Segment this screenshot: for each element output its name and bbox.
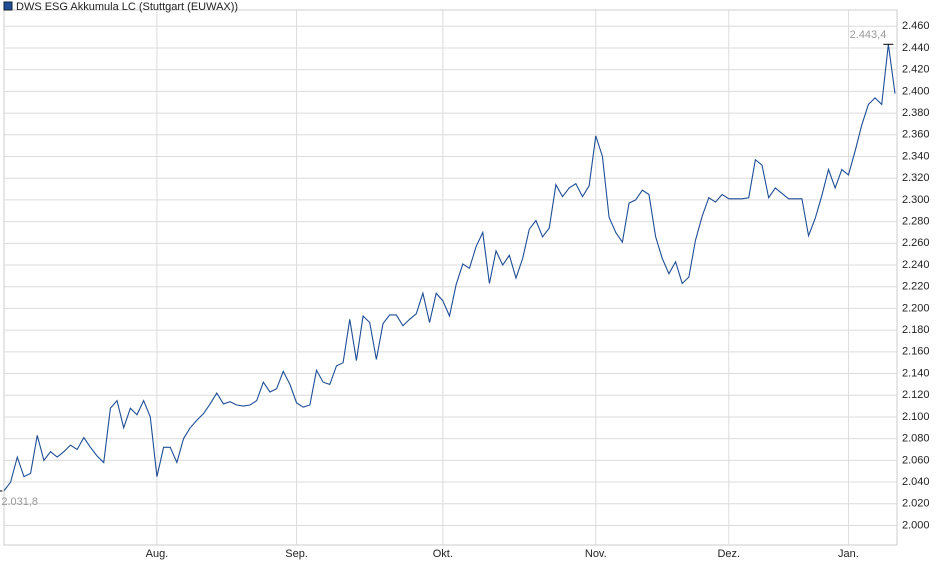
line xyxy=(3,44,896,492)
y-tick-label: 2.340 xyxy=(902,150,930,162)
plot-area xyxy=(3,9,898,546)
y-tick-label: 2.380 xyxy=(902,107,930,119)
y-tick-label: 2.020 xyxy=(902,498,930,510)
y-tick-label: 2.100 xyxy=(902,411,930,423)
y-tick-label: 2.320 xyxy=(902,172,930,184)
x-tick-label: Jan. xyxy=(838,548,859,560)
annotation-label: 2.443,4 xyxy=(850,29,887,41)
x-tick-label: Sep. xyxy=(285,548,308,560)
y-tick-label: 2.440 xyxy=(902,42,930,54)
x-tick-label: Dez. xyxy=(717,548,740,560)
y-tick-label: 2.280 xyxy=(902,216,930,228)
y-tick-label: 2.060 xyxy=(902,454,930,466)
y-tick-label: 2.300 xyxy=(902,194,930,206)
y-tick-label: 2.140 xyxy=(902,367,930,379)
y-tick-label: 2.180 xyxy=(902,324,930,336)
y-tick-label: 2.400 xyxy=(902,85,930,97)
y-tick-label: 2.120 xyxy=(902,389,930,401)
y-tick-label: 2.220 xyxy=(902,281,930,293)
y-tick-label: 2.460 xyxy=(902,20,930,32)
legend-label: DWS ESG Akkumula LC (Stuttgart (EUWAX)) xyxy=(16,1,238,13)
x-tick-label: Okt. xyxy=(433,548,453,560)
y-tick-label: 2.240 xyxy=(902,259,930,271)
y-tick-label: 2.420 xyxy=(902,64,930,76)
x-tick-label: Nov. xyxy=(585,548,607,560)
y-tick-label: 2.160 xyxy=(902,346,930,358)
y-tick-label: 2.080 xyxy=(902,433,930,445)
y-tick-label: 2.040 xyxy=(902,476,930,488)
y-tick-label: 2.200 xyxy=(902,302,930,314)
y-tick-label: 2.360 xyxy=(902,129,930,141)
annotation-label: 2.031,8 xyxy=(1,496,38,508)
legend-swatch xyxy=(3,1,13,11)
x-tick-label: Aug. xyxy=(146,548,169,560)
y-tick-label: 2.000 xyxy=(902,519,930,531)
y-tick-label: 2.260 xyxy=(902,237,930,249)
